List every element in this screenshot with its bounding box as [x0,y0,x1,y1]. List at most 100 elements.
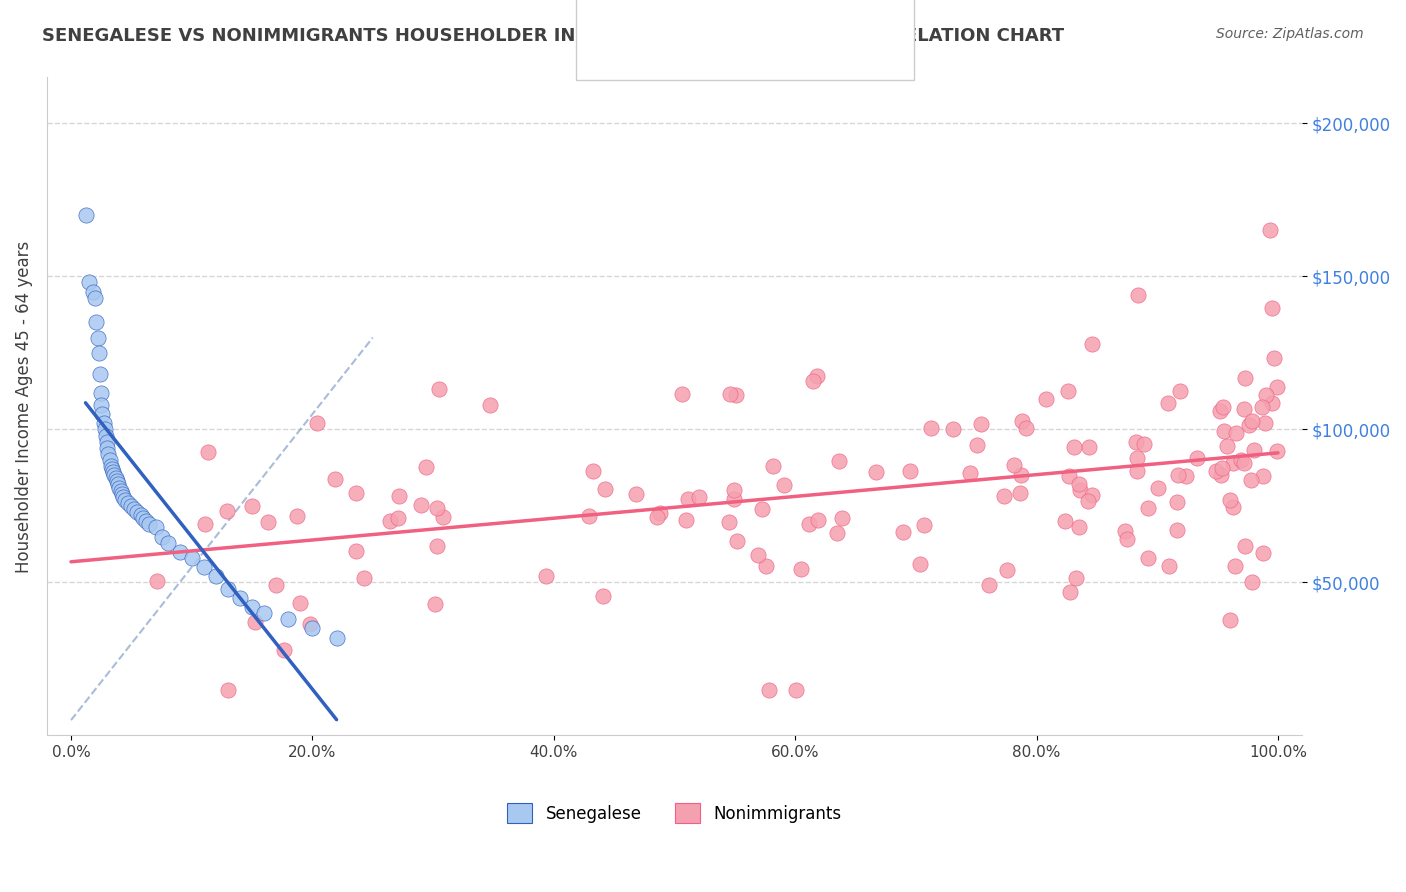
Point [993,489,1015,503]
Point [1222,500,1244,514]
Point [299,616,322,631]
Point [344,485,367,500]
Point [101,462,124,476]
Point [1253,417,1275,431]
Point [240,500,263,514]
Point [217,682,239,697]
Point [1265,444,1288,458]
Point [273,642,295,657]
Point [1212,424,1234,438]
Point [96,441,118,455]
Point [831,511,853,525]
Point [111,490,134,504]
Point [1237,418,1260,433]
Text: R =  0.453   N =  146: R = 0.453 N = 146 [637,37,831,55]
Point [256,515,278,529]
Point [1166,523,1188,537]
Point [1116,532,1139,546]
Point [1212,400,1234,414]
Point [87,346,110,360]
Point [194,516,217,531]
Point [593,482,616,496]
Point [285,508,308,523]
Point [1064,571,1087,585]
Point [1240,575,1263,590]
Point [1053,514,1076,528]
Point [105,475,128,489]
Point [325,631,347,645]
Point [104,471,127,485]
Point [277,612,299,626]
Point [86,315,108,329]
Point [1069,483,1091,497]
Point [1133,436,1156,450]
Point [645,510,668,524]
Point [1147,481,1170,495]
Point [1125,451,1147,466]
Point [1069,520,1091,534]
Point [103,465,125,479]
Point [1166,495,1188,509]
Point [205,569,228,583]
Point [578,509,600,524]
Point [150,529,173,543]
Point [86,330,108,344]
Point [762,458,785,473]
Point [724,388,747,402]
Point [344,544,367,558]
Point [1261,301,1284,316]
Point [942,422,965,436]
Point [1216,439,1239,453]
Point [920,421,942,435]
Point [388,489,411,503]
Point [1251,546,1274,560]
Point [1125,435,1147,450]
Point [1209,404,1232,418]
Point [1126,288,1149,302]
Point [94,428,117,442]
Point [120,499,142,513]
Point [1159,558,1181,573]
Point [305,416,328,430]
Point [1225,559,1247,574]
Point [1258,223,1281,237]
Point [415,459,437,474]
Point [98,453,121,467]
Point [1265,379,1288,393]
Point [1219,613,1241,627]
Point [90,398,112,412]
Point [718,515,741,529]
Point [1059,585,1081,599]
Point [1243,443,1265,458]
Point [1137,501,1160,516]
Point [108,481,131,495]
Point [122,502,145,516]
Point [1011,414,1033,428]
Point [100,459,122,474]
Point [77,276,100,290]
Point [129,508,152,522]
Point [688,490,710,504]
Point [582,464,605,478]
Point [1002,458,1025,473]
Text: Source: ZipAtlas.com: Source: ZipAtlas.com [1216,27,1364,41]
Point [1035,392,1057,406]
Point [266,577,288,591]
Point [84,291,107,305]
Point [409,498,432,512]
Point [995,563,1018,577]
Point [1077,440,1099,454]
Point [96,434,118,449]
Point [217,504,239,518]
Point [624,487,647,501]
Point [1185,450,1208,465]
Point [959,466,981,480]
Point [806,369,828,384]
Point [1114,524,1136,538]
Point [288,596,311,610]
Point [1137,551,1160,566]
Point [1263,351,1285,365]
Point [135,514,157,528]
Point [253,606,276,620]
Point [1211,460,1233,475]
